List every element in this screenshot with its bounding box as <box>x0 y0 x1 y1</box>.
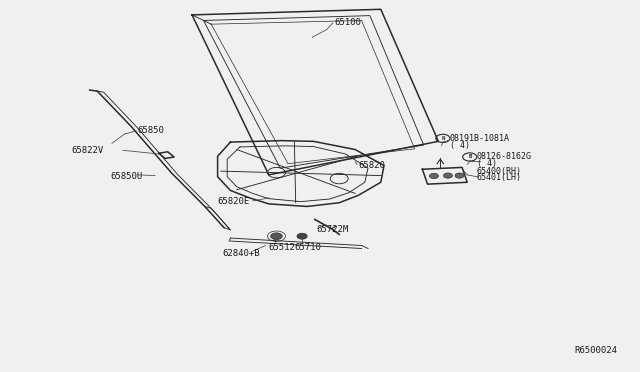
Circle shape <box>297 233 307 239</box>
Circle shape <box>455 173 464 178</box>
Text: 08126-8162G: 08126-8162G <box>477 153 532 161</box>
Text: 65850U: 65850U <box>110 172 142 181</box>
Text: 65820E: 65820E <box>218 197 250 206</box>
Text: 65512: 65512 <box>269 243 296 252</box>
Text: 65100: 65100 <box>334 18 361 27</box>
Text: R6500024: R6500024 <box>575 346 618 355</box>
Text: 65850: 65850 <box>138 126 164 135</box>
Circle shape <box>271 233 282 240</box>
Text: 65722M: 65722M <box>317 225 349 234</box>
Text: 08191B-1081A: 08191B-1081A <box>450 134 510 143</box>
Text: ( 4): ( 4) <box>450 141 470 150</box>
Text: ( 4): ( 4) <box>477 159 497 168</box>
Text: 65820: 65820 <box>358 161 385 170</box>
Text: 65710: 65710 <box>294 243 321 252</box>
Text: B: B <box>468 154 472 160</box>
Text: 65822V: 65822V <box>72 146 104 155</box>
Text: N: N <box>441 136 445 141</box>
Circle shape <box>429 173 438 179</box>
Text: 65401(LH): 65401(LH) <box>477 173 522 182</box>
Circle shape <box>444 173 452 178</box>
Text: 65400(RH): 65400(RH) <box>477 167 522 176</box>
Text: 62840+B: 62840+B <box>223 249 260 258</box>
